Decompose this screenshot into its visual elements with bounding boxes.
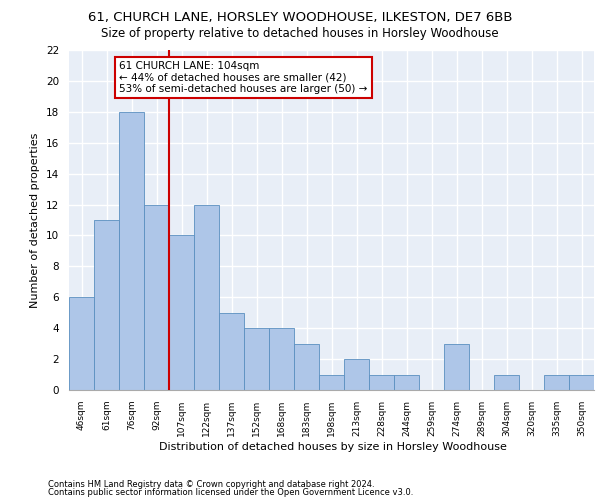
Bar xyxy=(369,374,394,390)
Bar xyxy=(444,344,469,390)
Text: Contains public sector information licensed under the Open Government Licence v3: Contains public sector information licen… xyxy=(48,488,413,497)
Bar xyxy=(94,220,119,390)
Bar xyxy=(544,374,569,390)
Text: Contains HM Land Registry data © Crown copyright and database right 2024.: Contains HM Land Registry data © Crown c… xyxy=(48,480,374,489)
Bar xyxy=(344,359,369,390)
Bar xyxy=(169,236,194,390)
Bar xyxy=(294,344,319,390)
Text: Distribution of detached houses by size in Horsley Woodhouse: Distribution of detached houses by size … xyxy=(159,442,507,452)
Bar xyxy=(269,328,294,390)
Text: 61 CHURCH LANE: 104sqm
← 44% of detached houses are smaller (42)
53% of semi-det: 61 CHURCH LANE: 104sqm ← 44% of detached… xyxy=(119,61,367,94)
Bar xyxy=(569,374,594,390)
Bar xyxy=(144,204,169,390)
Text: 61, CHURCH LANE, HORSLEY WOODHOUSE, ILKESTON, DE7 6BB: 61, CHURCH LANE, HORSLEY WOODHOUSE, ILKE… xyxy=(88,12,512,24)
Bar xyxy=(219,312,244,390)
Y-axis label: Number of detached properties: Number of detached properties xyxy=(31,132,40,308)
Bar xyxy=(244,328,269,390)
Bar xyxy=(119,112,144,390)
Bar xyxy=(319,374,344,390)
Bar xyxy=(494,374,519,390)
Bar xyxy=(394,374,419,390)
Bar xyxy=(194,204,219,390)
Text: Size of property relative to detached houses in Horsley Woodhouse: Size of property relative to detached ho… xyxy=(101,28,499,40)
Bar xyxy=(69,298,94,390)
